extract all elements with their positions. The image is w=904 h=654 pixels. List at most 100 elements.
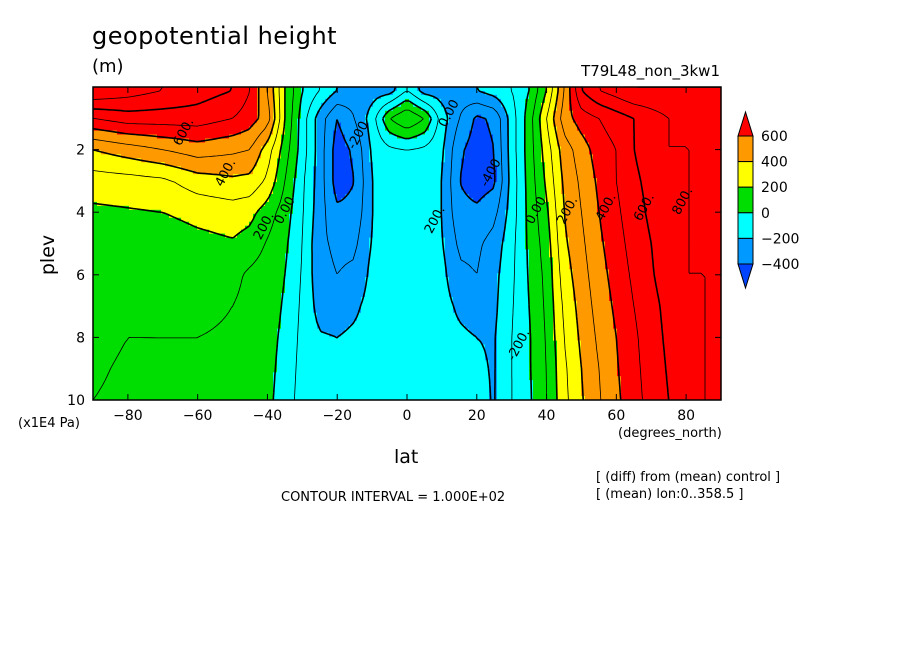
field-cell [689,118,694,124]
field-cell [501,118,506,124]
field-cell [169,166,174,171]
field-cell [425,90,430,96]
field-cell [145,114,150,120]
field-cell [617,154,622,159]
field-cell [277,110,282,116]
field-cell [709,142,714,148]
field-cell [205,90,210,96]
field-cell [489,126,494,132]
field-cell [509,166,514,171]
field-cell [713,102,718,108]
field-cell [409,130,414,136]
field-cell [97,170,102,175]
field-cell [533,154,538,159]
field-cell [305,201,310,207]
field-cell [437,158,442,163]
field-cell [121,122,126,128]
field-cell [493,114,498,120]
field-cell [717,166,721,171]
field-cell [389,197,394,203]
field-cell [573,138,578,144]
field-cell [473,126,478,132]
field-cell [261,87,266,92]
field-cell [377,162,382,167]
field-cell [113,118,118,124]
field-cell [705,197,710,203]
field-cell [709,146,714,151]
field-cell [437,162,442,167]
field-cell [309,190,314,195]
field-cell [201,146,206,151]
field-cell [333,154,338,159]
field-cell [133,201,138,207]
field-cell [153,174,158,179]
field-cell [125,162,130,167]
field-cell [221,178,226,183]
field-cell [569,118,574,124]
field-cell [177,118,182,124]
field-cell [425,166,430,171]
field-cell [577,170,582,175]
field-cell [101,102,106,108]
field-cell [301,170,306,175]
field-cell [197,90,202,96]
field-cell [521,209,526,215]
field-cell [481,94,486,100]
field-cell [241,138,246,144]
field-cell [105,142,110,148]
field-cell [429,94,434,100]
field-cell [513,186,518,191]
field-cell [609,178,614,183]
field-cell [669,130,674,136]
field-cell [565,142,570,148]
field-cell [141,162,146,167]
field-cell [649,98,654,104]
field-cell [401,102,406,108]
field-cell [249,162,254,167]
field-cell [705,106,710,112]
field-cell [633,146,638,151]
field-cell [161,154,166,159]
field-cell [589,162,594,167]
field-cell [437,154,442,159]
field-cell [189,158,194,163]
field-cell [349,98,354,104]
field-cell [289,190,294,195]
field-cell [589,138,594,144]
field-cell [625,158,630,163]
field-cell [533,130,538,136]
field-cell [529,142,534,148]
field-cell [273,154,278,159]
field-cell [669,193,674,199]
field-cell [457,162,462,167]
field-cell [521,178,526,183]
field-cell [429,102,434,108]
field-cell [589,209,594,215]
field-cell [249,178,254,183]
field-cell [629,134,634,140]
field-cell [477,205,482,211]
field-cell [693,182,698,187]
field-cell [593,106,598,112]
field-cell [273,150,278,155]
field-cell [149,146,154,151]
field-cell [589,102,594,108]
field-cell [265,174,270,179]
field-cell [105,166,110,171]
field-cell [581,106,586,112]
field-cell [681,134,686,140]
field-cell [561,106,566,112]
field-cell [565,146,570,151]
field-cell [509,190,514,195]
field-cell [161,193,166,199]
field-cell [401,170,406,175]
field-cell [613,126,618,132]
field-cell [109,142,114,148]
field-cell [129,114,134,120]
field-cell [177,178,182,183]
field-cell [685,166,690,171]
field-cell [181,114,186,120]
field-cell [557,98,562,104]
field-cell [185,178,190,183]
field-cell [645,102,650,108]
